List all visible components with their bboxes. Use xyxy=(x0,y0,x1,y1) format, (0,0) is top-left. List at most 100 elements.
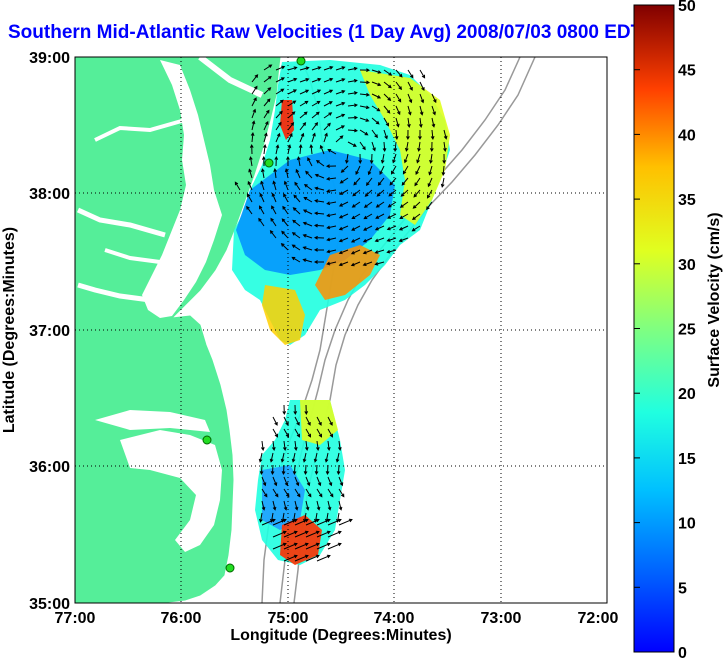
velocity-arrow xyxy=(323,122,331,131)
velocity-arrow xyxy=(395,93,402,103)
velocity-arrow xyxy=(287,111,296,119)
velocity-arrow xyxy=(316,476,322,487)
velocity-arrow xyxy=(426,189,433,199)
velocity-arrow xyxy=(407,117,411,128)
velocity-arrow xyxy=(441,165,446,177)
colorbar-tick-label: 30 xyxy=(678,257,696,274)
velocity-arrow xyxy=(260,168,265,179)
velocity-arrow xyxy=(294,500,299,511)
velocity-arrow xyxy=(316,518,331,526)
velocity-arrow xyxy=(275,88,285,95)
colorbar-tick-label: 40 xyxy=(678,127,696,144)
plot-frame xyxy=(74,56,608,604)
velocity-arrow xyxy=(287,89,298,95)
velocity-arrow xyxy=(313,260,325,264)
velocity-arrow xyxy=(294,428,301,438)
velocity-arrow xyxy=(371,69,382,74)
colorbar-tick-label: 5 xyxy=(678,580,687,597)
colorbar-tick-label: 25 xyxy=(678,322,696,339)
velocity-arrow xyxy=(283,476,289,487)
velocity-arrow xyxy=(283,488,290,498)
velocity-arrow xyxy=(338,213,349,219)
velocity-arrow xyxy=(293,440,298,451)
velocity-arrow xyxy=(258,205,265,215)
velocity-arrow xyxy=(427,177,433,188)
velocity-arrow xyxy=(302,209,313,215)
velocity-arrow xyxy=(263,98,271,107)
velocity-arrow xyxy=(275,77,285,83)
velocity-arrow xyxy=(386,237,397,242)
velocity-arrow xyxy=(316,500,321,511)
velocity-arrow xyxy=(416,153,421,164)
velocity-arrow xyxy=(371,105,381,112)
velocity-arrow xyxy=(377,177,385,186)
velocity-arrow xyxy=(314,199,325,203)
velocity-arrow xyxy=(347,78,358,83)
velocity-arrow xyxy=(311,111,320,119)
y-tick-label: 35:00 xyxy=(29,596,70,613)
x-tick-label: 72:00 xyxy=(578,610,619,627)
velocity-arrow xyxy=(431,93,437,104)
colorbar-gradient xyxy=(633,4,675,653)
velocity-arrow xyxy=(280,452,285,463)
velocity-arrow xyxy=(363,201,373,208)
velocity-arrow xyxy=(335,78,346,83)
velocity-arrow xyxy=(316,428,323,438)
velocity-arrow xyxy=(309,144,314,155)
velocity-arrow xyxy=(395,69,403,78)
velocity-arrow xyxy=(293,404,298,416)
velocity-arrow xyxy=(294,530,309,538)
radar-site-marker xyxy=(296,57,306,66)
velocity-arrow xyxy=(261,488,268,498)
velocity-arrow xyxy=(291,232,301,239)
velocity-arrow xyxy=(383,69,393,76)
velocity-arrow xyxy=(305,488,312,498)
velocity-arrow xyxy=(263,120,269,131)
velocity-arrow xyxy=(400,189,409,197)
velocity-arrow xyxy=(362,261,373,267)
velocity-arrow xyxy=(299,132,305,143)
velocity-arrow xyxy=(340,165,349,173)
velocity-arrow xyxy=(327,416,333,426)
colorbar-tick-label: 0 xyxy=(678,645,687,659)
velocity-arrow xyxy=(327,149,337,155)
velocity-arrow xyxy=(316,416,322,426)
radar-site-marker xyxy=(264,158,274,168)
colorbar-label: Surface Velocity (cm/s) xyxy=(706,212,723,387)
velocity-arrow xyxy=(403,153,409,164)
velocity-arrow xyxy=(327,428,334,438)
velocity-arrow xyxy=(275,132,281,143)
velocity-arrow xyxy=(327,476,333,487)
velocity-arrow xyxy=(269,452,274,463)
velocity-arrow xyxy=(336,464,341,476)
velocity-arrow xyxy=(359,68,371,73)
velocity-arrow xyxy=(387,201,397,208)
velocity-arrow xyxy=(271,205,277,215)
velocity-arrow xyxy=(298,144,303,155)
velocity-arrow xyxy=(326,249,337,254)
velocity-arrow xyxy=(326,213,337,218)
velocity-arrow xyxy=(371,81,382,87)
velocity-arrow xyxy=(371,93,382,99)
velocity-arrow xyxy=(305,518,320,526)
velocity-arrow xyxy=(270,464,275,476)
velocity-arrow xyxy=(359,105,370,110)
velocity-arrow xyxy=(383,81,392,89)
velocity-arrow xyxy=(307,157,313,167)
velocity-arrow xyxy=(311,100,321,107)
velocity-arrow xyxy=(407,105,412,116)
velocity-arrow xyxy=(323,112,333,119)
velocity-field-yellow-east xyxy=(360,70,450,225)
velocity-arrow xyxy=(275,121,282,131)
velocity-arrow xyxy=(338,488,345,498)
velocity-arrow xyxy=(345,153,349,164)
velocity-arrow xyxy=(419,81,425,92)
velocity-arrow xyxy=(374,261,385,266)
velocity-arrow xyxy=(282,205,289,215)
velocity-arrow xyxy=(443,129,448,140)
velocity-arrow xyxy=(327,518,342,526)
velocity-arrow xyxy=(338,261,349,267)
velocity-arrow xyxy=(263,75,272,83)
velocity-arrow xyxy=(371,129,378,139)
velocity-arrow xyxy=(316,530,331,538)
